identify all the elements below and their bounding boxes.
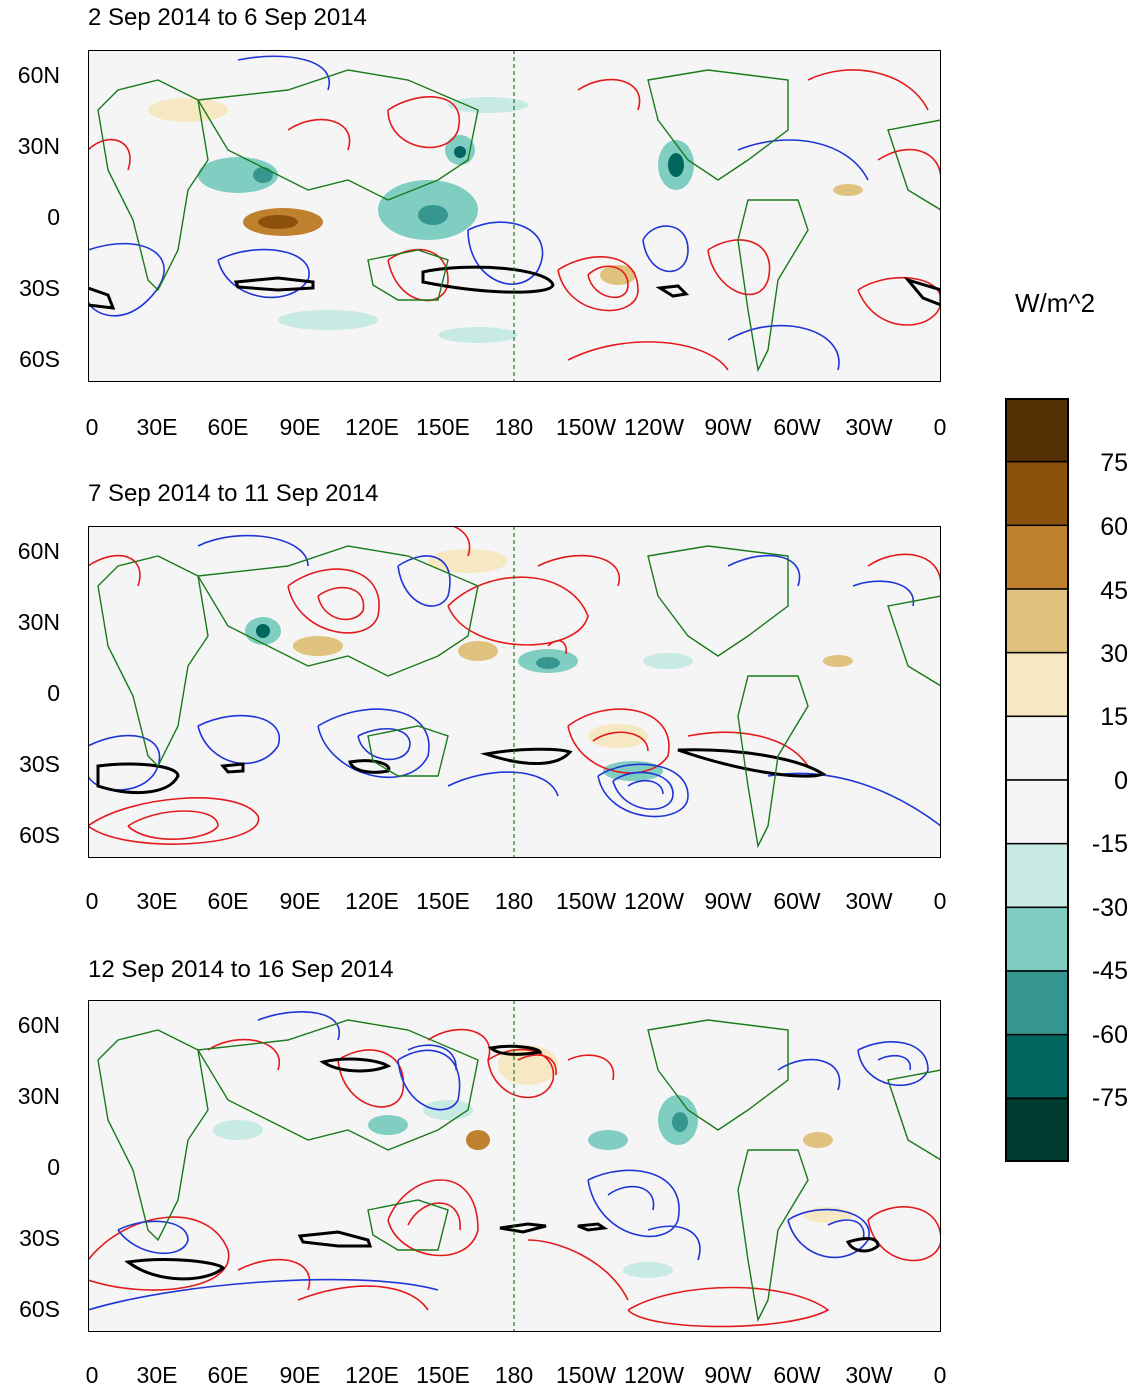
p1-lat-0: 0 (47, 204, 60, 230)
panel-3-title: 12 Sep 2014 to 16 Sep 2014 (88, 956, 394, 983)
p2-lon-90w: 90W (704, 888, 752, 914)
p1-lon-30w: 30W (845, 414, 893, 440)
p2-lon-30e: 30E (136, 888, 178, 914)
colorbar-block (1005, 460, 1069, 527)
p1-lon-0: 0 (85, 414, 99, 440)
p1-lon-30e: 30E (136, 414, 178, 440)
colorbar-frame (1005, 398, 1069, 1162)
panel-3-significance (124, 1044, 880, 1281)
colorbar-label-30: 30 (1100, 640, 1128, 668)
p1-lat-30n: 30N (17, 133, 60, 159)
colorbar-block (1005, 842, 1069, 909)
panel-2-contours (88, 526, 941, 845)
p3-lon-0-end: 0 (933, 1362, 947, 1388)
panel-1-significance (88, 265, 941, 310)
colorbar-block (1005, 524, 1069, 590)
p3-lon-120w: 120W (623, 1362, 685, 1388)
colorbar-units: W/m^2 (1015, 288, 1096, 318)
p3-lat-60s: 60S (19, 1296, 60, 1322)
p2-lon-30w: 30W (845, 888, 893, 914)
p1-lon-60e: 60E (207, 414, 249, 440)
colorbar-label-15: 15 (1100, 703, 1128, 731)
colorbar-block (1005, 1097, 1069, 1162)
panel-3-coastlines (97, 1019, 941, 1323)
colorbar-block (1005, 779, 1069, 845)
p1-lon-90e: 90E (279, 414, 321, 440)
p3-lon-90w: 90W (704, 1362, 752, 1388)
p3-lon-150e: 150E (416, 1362, 470, 1388)
p1-lat-30s: 30S (19, 275, 60, 301)
colorbar (1005, 398, 1069, 1162)
p1-lon-180: 180 (494, 414, 534, 440)
colorbar-label-45: 45 (1100, 577, 1128, 605)
p3-lon-120e: 120E (345, 1362, 399, 1388)
p2-lon-180: 180 (494, 888, 534, 914)
colorbar-block (1005, 651, 1069, 718)
panel-1-map (88, 50, 941, 382)
colorbar-label-0: 0 (1114, 767, 1128, 795)
colorbar-label-neg15: -15 (1091, 830, 1128, 858)
p2-lat-30s: 30S (19, 751, 60, 777)
colorbar-label-neg45: -45 (1091, 957, 1128, 985)
p3-lat-60n: 60N (17, 1012, 60, 1038)
p3-lon-60w: 60W (773, 1362, 821, 1388)
colorbar-label-neg60: -60 (1091, 1021, 1128, 1049)
p2-lat-60n: 60N (17, 538, 60, 564)
p1-lon-90w: 90W (704, 414, 752, 440)
p3-lat-30n: 30N (17, 1083, 60, 1109)
panel-2-map (88, 526, 941, 858)
p3-lat-30s: 30S (19, 1225, 60, 1251)
panel-1-title: 2 Sep 2014 to 6 Sep 2014 (88, 4, 367, 31)
p2-lon-90e: 90E (279, 888, 321, 914)
panel-1-shading (148, 97, 863, 343)
p2-lat-60s: 60S (19, 822, 60, 848)
colorbar-label-60: 60 (1100, 513, 1128, 541)
p2-lat-0: 0 (47, 680, 60, 706)
colorbar-block (1005, 1033, 1069, 1100)
p2-lon-0-end: 0 (933, 888, 947, 914)
panel-2-significance (96, 747, 827, 795)
p2-lon-120e: 120E (345, 888, 399, 914)
p1-lon-0-end: 0 (933, 414, 947, 440)
p3-lon-90e: 90E (279, 1362, 321, 1388)
panel-1-coastlines (97, 69, 941, 373)
p1-lat-60s: 60S (19, 346, 60, 372)
p2-lon-0: 0 (85, 888, 99, 914)
colorbar-block (1005, 970, 1069, 1036)
colorbar-label-75: 75 (1100, 449, 1128, 477)
colorbar-block (1005, 906, 1069, 972)
colorbar-label-neg30: -30 (1091, 894, 1128, 922)
p3-lon-60e: 60E (207, 1362, 249, 1388)
p2-lon-150w: 150W (555, 888, 617, 914)
p1-lon-150w: 150W (555, 414, 617, 440)
p1-lon-60w: 60W (773, 414, 821, 440)
colorbar-blocks (1005, 398, 1069, 1162)
panel-2-coastlines (97, 545, 941, 849)
colorbar-block (1005, 398, 1069, 463)
p2-lon-60e: 60E (207, 888, 249, 914)
p2-lon-120w: 120W (623, 888, 685, 914)
p1-lon-120e: 120E (345, 414, 399, 440)
p3-lon-180: 180 (494, 1362, 534, 1388)
p2-lat-30n: 30N (17, 609, 60, 635)
colorbar-block (1005, 588, 1069, 654)
colorbar-block (1005, 715, 1069, 781)
p3-lon-0: 0 (85, 1362, 99, 1388)
p1-lon-120w: 120W (623, 414, 685, 440)
panel-2-shading (245, 549, 853, 781)
p1-lat-60n: 60N (17, 62, 60, 88)
p2-lon-60w: 60W (773, 888, 821, 914)
p3-lat-0: 0 (47, 1154, 60, 1180)
p3-lon-150w: 150W (555, 1362, 617, 1388)
panel-2-title: 7 Sep 2014 to 11 Sep 2014 (88, 480, 379, 507)
panel-3-map (88, 1000, 941, 1332)
p3-lon-30w: 30W (845, 1362, 893, 1388)
p2-lon-150e: 150E (416, 888, 470, 914)
colorbar-label-neg75: -75 (1091, 1084, 1128, 1112)
p1-lon-150e: 150E (416, 414, 470, 440)
p3-lon-30e: 30E (136, 1362, 178, 1388)
panel-3-contours (88, 1011, 941, 1328)
